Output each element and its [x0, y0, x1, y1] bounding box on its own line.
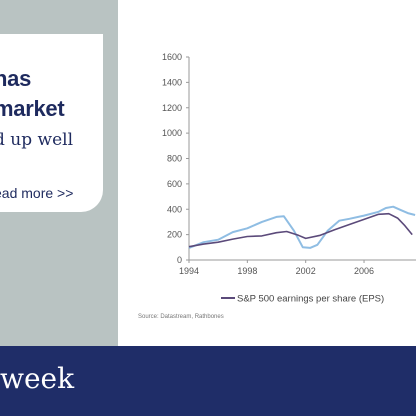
y-tick-label: 600 — [167, 179, 182, 189]
promo-subline: d up well — [0, 130, 74, 150]
legend-label-eps: S&P 500 earnings per share (EPS) — [237, 294, 384, 305]
x-tick-label: 1994 — [179, 266, 199, 276]
x-axis-labels: 1994 1998 2002 2006 — [179, 260, 374, 276]
y-tick-label: 1000 — [162, 128, 182, 138]
y-tick-label: 1400 — [162, 77, 182, 87]
y-tick-label: 400 — [167, 204, 182, 214]
series-layer — [188, 205, 416, 249]
y-tick-label: 0 — [177, 255, 182, 265]
banner-text: week — [0, 362, 75, 395]
promo-headline-line-2: market — [0, 96, 65, 121]
chart-area: 0 200 400 600 800 1000 1200 1400 1600 1994 1998 20… — [118, 0, 416, 346]
read-more-link[interactable]: ead more >> — [0, 185, 74, 201]
price-series-line — [188, 205, 416, 249]
y-axis-labels: 0 200 400 600 800 1000 1200 1400 1600 — [162, 52, 189, 265]
chart-source-note: Source: Datastream, Rathbones — [138, 314, 224, 320]
x-tick-label: 2006 — [354, 266, 374, 276]
x-tick-label: 2002 — [296, 266, 316, 276]
eps-series-line — [188, 212, 413, 248]
y-tick-label: 1200 — [162, 103, 182, 113]
y-tick-label: 1600 — [162, 52, 182, 62]
promo-headline-line-1: has — [0, 66, 32, 91]
promo-card: has market d up well ead more >> — [0, 34, 103, 212]
y-tick-label: 800 — [167, 154, 182, 164]
eps-chart: 0 200 400 600 800 1000 1200 1400 1600 1994 1998 20… — [138, 52, 416, 320]
bottom-banner: week — [0, 346, 416, 416]
y-tick-label: 200 — [167, 230, 182, 240]
x-tick-label: 1998 — [237, 266, 257, 276]
